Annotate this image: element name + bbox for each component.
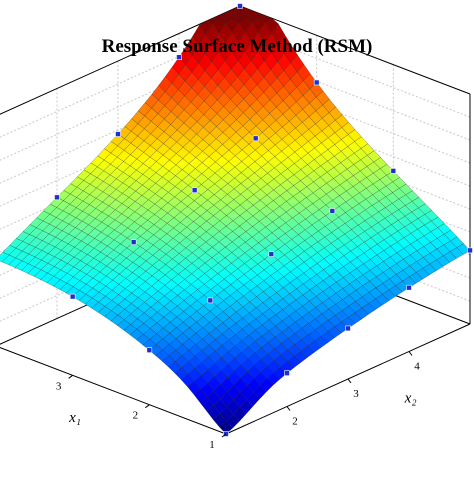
design-points — [54, 3, 473, 437]
x1-tick-label: 1 — [209, 439, 215, 451]
x2-tick-label: 3 — [353, 388, 359, 400]
design-point — [130, 239, 137, 245]
design-point — [252, 135, 259, 142]
x1-tick-mark — [68, 374, 73, 379]
x1-axis-label: x₁ — [68, 410, 81, 426]
design-point — [54, 194, 60, 201]
axis-ticks: 1 2 3 2 3 4 — [56, 351, 420, 451]
design-point — [237, 3, 243, 9]
box-edge — [0, 5, 241, 115]
x1-tick-label: 2 — [133, 410, 139, 422]
design-point — [207, 297, 214, 304]
design-point — [146, 347, 153, 353]
grid-line — [0, 97, 471, 207]
box-edge — [239, 5, 471, 95]
design-point — [390, 168, 397, 174]
design-point — [406, 284, 412, 291]
x1-tick-mark — [145, 404, 150, 409]
x1-tick-mark — [221, 433, 227, 438]
design-point — [345, 325, 351, 332]
design-point — [284, 370, 290, 376]
surface-cell — [219, 420, 234, 435]
design-point — [176, 54, 182, 60]
design-point — [313, 79, 320, 86]
x2-tick-label: 2 — [292, 416, 298, 428]
grid-line — [0, 28, 471, 138]
x2-tick-mark — [286, 406, 291, 411]
design-point — [69, 293, 76, 300]
box-edge — [0, 346, 227, 435]
x2-axis-label: x₂ — [404, 391, 417, 407]
x2-tick-mark — [347, 378, 352, 384]
x1-tick-label: 3 — [56, 380, 62, 392]
x2-tick-label: 4 — [414, 361, 420, 373]
grid-line — [0, 74, 471, 184]
design-point — [467, 247, 473, 254]
design-point — [115, 131, 121, 137]
design-point — [268, 251, 275, 257]
x2-tick-mark — [408, 351, 413, 356]
design-point — [329, 208, 336, 214]
design-point — [191, 187, 198, 193]
response-surface — [0, 5, 471, 435]
grid-line — [0, 51, 471, 161]
chart-title: Response Surface Method (RSM) — [101, 36, 373, 57]
